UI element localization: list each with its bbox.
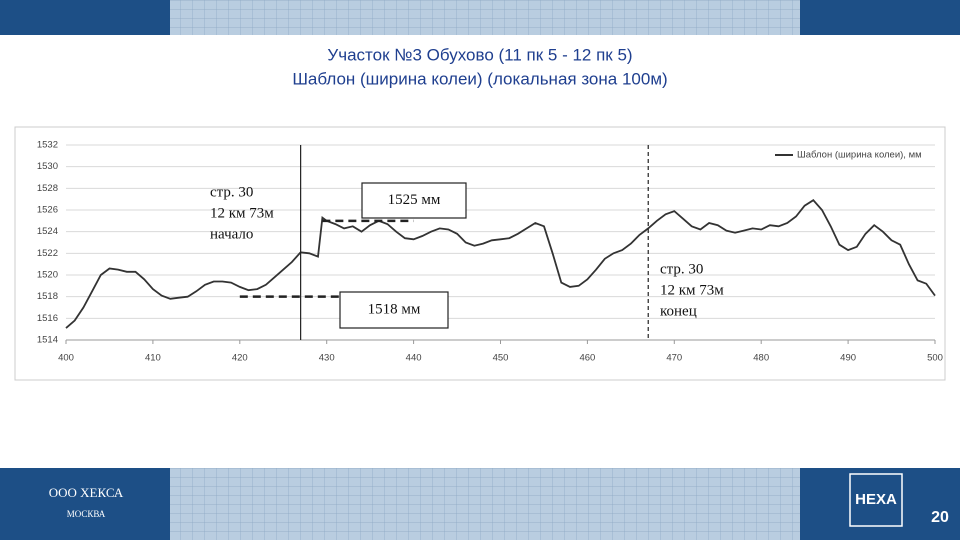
x-tick-label: 430 [319,353,335,364]
banner-image [170,0,800,35]
label-box [361,182,467,219]
chart: 1514 1516 1518 1520 1522 1524 1526 1528 1530 1532… [37,140,943,364]
x-tick-label: 420 [232,353,248,364]
y-tick-label: 1528 [37,183,58,194]
x-tick-label: 400 [58,353,74,364]
title: Участок №3 Обухово (11 пк 5 - 12 пк 5) [327,45,632,64]
annotation: конец [660,303,697,319]
annotation: стр. 30 [660,261,703,277]
x-tick-label: 440 [406,353,422,364]
x-tick-label: 480 [753,353,769,364]
annotation: стр. 30 [210,184,253,200]
y-tick-label: 1526 [37,205,58,216]
x-tick-label: 470 [666,353,682,364]
x-tick-label: 450 [493,353,509,364]
title: Шаблон (ширина колеи) (локальная зона 10… [292,69,667,88]
y-tick-label: 1516 [37,313,58,324]
annotation: 12 км 73м [210,205,274,221]
x-tick-label: 410 [145,353,161,364]
y-tick-label: 1532 [37,140,58,151]
label-box [339,291,449,329]
y-tick-label: 1518 [37,291,58,302]
page-number: 20 [931,509,949,526]
logo-frame [849,473,903,527]
logo: HEXA [855,491,897,508]
x-tick-label: 490 [840,353,856,364]
city: МОСКВА [67,509,106,519]
annotation: начало [210,226,253,242]
level-label: 1518 мм [368,301,421,317]
y-tick-label: 1530 [37,161,58,172]
x-tick-label: 500 [927,353,943,364]
company: ООО ХЕКСА [49,485,124,500]
banner-image [170,468,800,540]
annotation: 12 км 73м [660,282,724,298]
level-label: 1525 мм [388,192,441,208]
y-tick-label: 1520 [37,270,58,281]
y-tick-label: 1522 [37,248,58,259]
y-tick-label: 1524 [37,226,58,237]
x-tick-label: 460 [579,353,595,364]
y-tick-label: 1514 [37,335,58,346]
legend-label: Шаблон (ширина колеи), мм [797,150,922,161]
data-line [65,199,936,329]
